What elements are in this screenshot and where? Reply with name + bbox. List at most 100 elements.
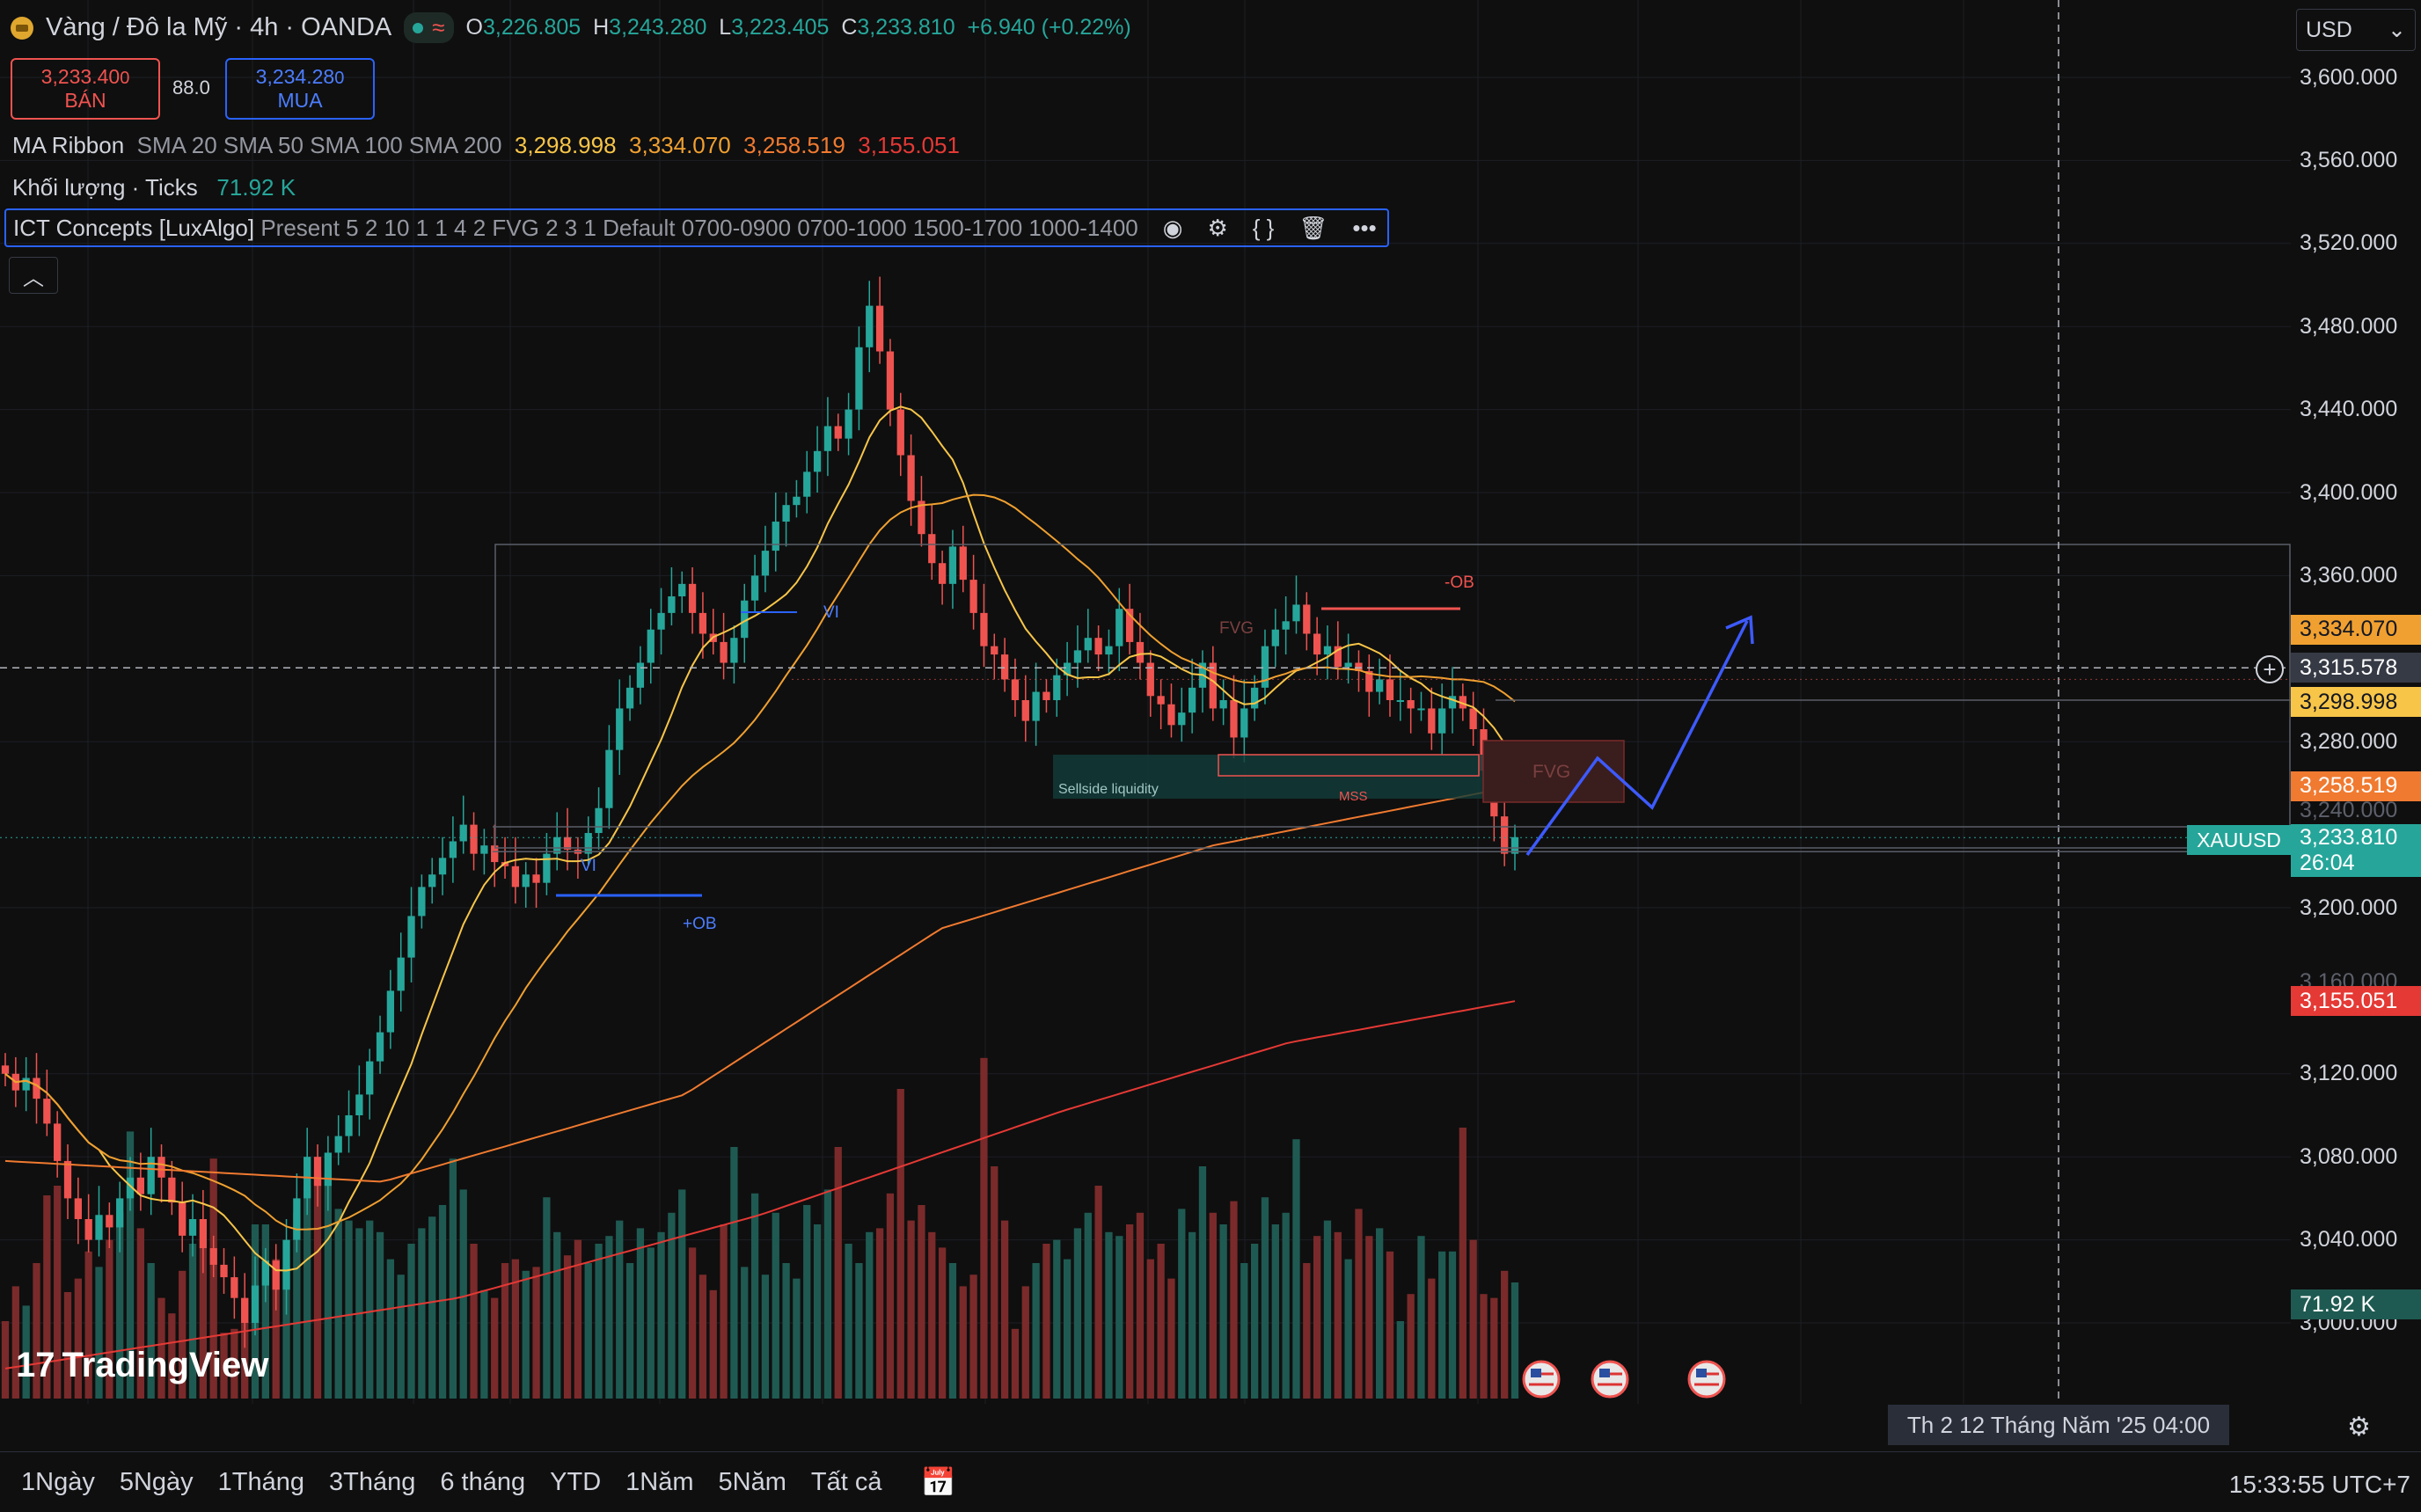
ict-concepts-legend[interactable]: ICT Concepts [LuxAlgo] Present 5 2 10 1 … — [4, 208, 1389, 247]
candle — [1386, 679, 1394, 700]
candle — [459, 824, 467, 842]
volume-bar — [855, 1263, 863, 1399]
collapse-legend-button[interactable]: ︿ — [9, 257, 58, 294]
eye-icon[interactable]: ◉ — [1162, 214, 1183, 241]
trash-icon[interactable]: 🗑 — [1298, 214, 1328, 241]
ma-ribbon-legend[interactable]: MA Ribbon SMA 20 SMA 50 SMA 100 SMA 200 … — [12, 132, 960, 158]
volume-bar — [948, 1263, 957, 1399]
candle — [1073, 650, 1082, 663]
candle — [720, 641, 728, 663]
market-status[interactable]: ≈ — [404, 12, 454, 43]
price-axis[interactable]: 3,600.000 3,560.000 3,520.000 3,480.000 3,44… — [2291, 0, 2421, 1404]
candle — [761, 551, 770, 576]
volume-bar — [595, 1244, 603, 1399]
candle — [991, 646, 998, 655]
add-alert-icon[interactable]: + — [2256, 655, 2284, 683]
volume-bar — [376, 1231, 384, 1399]
candle — [616, 708, 624, 750]
candle — [1032, 691, 1040, 721]
candle — [345, 1115, 353, 1136]
volume-bar — [750, 1193, 759, 1399]
candle — [1417, 708, 1425, 711]
volume-bar — [678, 1189, 686, 1399]
volume-bar — [157, 1297, 165, 1399]
candle — [1271, 629, 1279, 646]
candle — [428, 874, 436, 887]
candle — [168, 1177, 176, 1203]
candle — [293, 1198, 301, 1240]
volume-legend[interactable]: Khối lượng · Ticks 71.92 K — [12, 174, 296, 201]
chevron-down-icon: ⌄ — [2388, 18, 2406, 42]
volume-bar — [522, 1270, 530, 1399]
sell-button[interactable]: 3,233.400 BÁN — [11, 58, 160, 120]
candle — [449, 841, 457, 858]
timeframe-6[interactable]: 1Năm — [625, 1467, 694, 1496]
gear-icon[interactable]: ⚙ — [2347, 1413, 2371, 1442]
timeframe-4[interactable]: 6 tháng — [440, 1467, 526, 1496]
settings-icon[interactable]: ⚙ — [1207, 214, 1228, 241]
volume-bar — [605, 1236, 613, 1399]
candle — [491, 845, 499, 863]
volume-bar — [1063, 1259, 1072, 1399]
volume-bar — [991, 1166, 998, 1399]
buy-button[interactable]: 3,234.280 MUA — [225, 58, 375, 120]
volume-bar — [1136, 1212, 1145, 1399]
volume-bar — [720, 1224, 728, 1399]
volume-bar — [543, 1197, 551, 1399]
candle — [126, 1177, 135, 1199]
timeframe-8[interactable]: Tất cả — [810, 1467, 882, 1496]
timeframe-1[interactable]: 5Ngày — [119, 1467, 194, 1496]
candle — [1157, 696, 1165, 705]
candle — [866, 305, 874, 347]
candle — [1282, 621, 1290, 630]
volume-bar — [1376, 1228, 1384, 1399]
more-icon[interactable]: ••• — [1352, 214, 1377, 241]
volume-bar — [63, 1292, 72, 1399]
volume-bar — [1084, 1212, 1092, 1399]
timeframe-3[interactable]: 3Tháng — [329, 1467, 416, 1496]
candle — [855, 347, 863, 410]
volume-bar — [366, 1220, 374, 1399]
volume-bar — [980, 1057, 988, 1399]
candle — [366, 1061, 374, 1095]
fvg-label-upper: FVG — [1219, 619, 1254, 638]
volume-bar — [1073, 1228, 1082, 1399]
candle — [730, 638, 738, 663]
currency-select[interactable]: USD ⌄ — [2296, 9, 2416, 51]
price-tag: 3,315.578 — [2291, 653, 2421, 683]
candle — [1136, 641, 1145, 663]
volume-bar — [1157, 1244, 1165, 1399]
candle — [74, 1198, 82, 1219]
y-tick-label: 3,080.000 — [2300, 1143, 2398, 1169]
timeframe-0[interactable]: 1Ngày — [21, 1467, 95, 1496]
timeframe-2[interactable]: 1Tháng — [217, 1467, 305, 1496]
candle — [397, 957, 405, 991]
y-tick-label-partial: 3,240.000 — [2300, 798, 2398, 823]
candle — [980, 612, 988, 646]
source-code-icon[interactable]: { } — [1252, 214, 1275, 241]
candle — [1146, 662, 1154, 697]
volume-bar — [584, 1263, 592, 1399]
volume-bar — [1469, 1239, 1477, 1399]
timeframe-7[interactable]: 5Năm — [718, 1467, 786, 1496]
volume-bar — [782, 1263, 790, 1399]
symbol-title[interactable]: Vàng / Đô la Mỹ · 4h · OANDA — [46, 13, 392, 41]
candle — [418, 887, 426, 917]
range-box — [494, 544, 2291, 849]
timeframe-5[interactable]: YTD — [550, 1467, 602, 1496]
volume-bar — [84, 1251, 92, 1399]
candle — [179, 1202, 187, 1236]
candle — [147, 1157, 155, 1194]
volume-bar — [261, 1224, 270, 1399]
candle — [33, 1077, 40, 1099]
candle — [1167, 704, 1175, 726]
volume-bar — [1000, 1220, 1009, 1399]
volume-bar — [74, 1278, 82, 1399]
volume-bar — [54, 1186, 62, 1399]
spread-value: 88.0 — [172, 77, 210, 99]
volume-bar — [324, 1173, 333, 1399]
candle — [522, 874, 530, 887]
ohlc-readout: O3,226.805 H3,243.280 L3,223.405 C3,233.… — [465, 15, 1131, 40]
calendar-icon[interactable]: 📅 — [920, 1466, 956, 1498]
